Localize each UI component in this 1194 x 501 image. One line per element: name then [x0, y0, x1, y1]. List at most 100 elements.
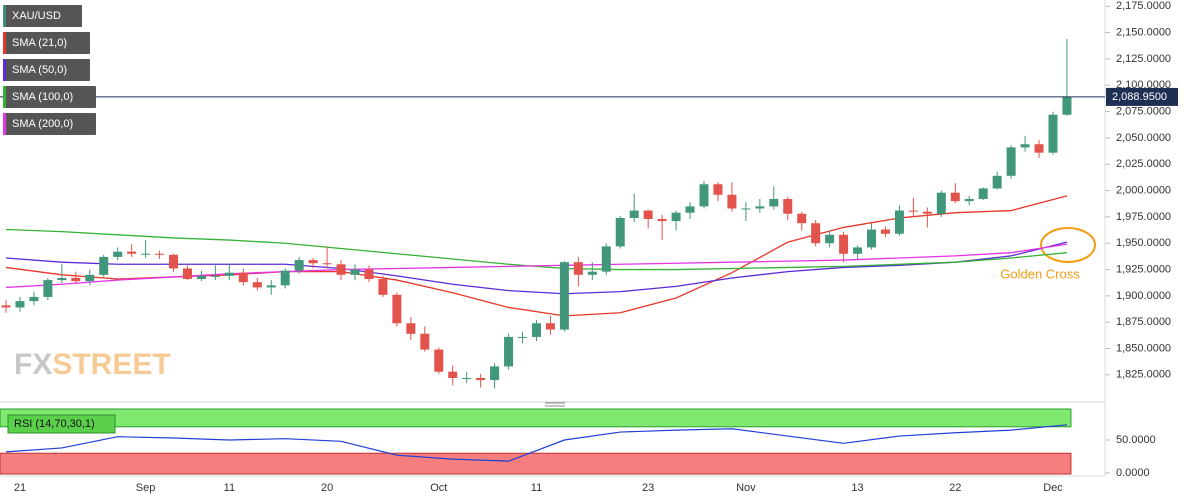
candle-body [127, 251, 137, 254]
watermark: FX STREET [14, 348, 171, 381]
legend-entry: SMA (50,0) [3, 59, 90, 81]
candle-body [420, 333, 430, 350]
legend-label: SMA (100,0) [12, 91, 73, 103]
legend-swatch [3, 86, 6, 108]
candle-body [238, 272, 248, 283]
candle-body [71, 277, 81, 282]
y-tick-label: 1,975.0000 [1116, 211, 1171, 223]
y-tick-label: 1,825.0000 [1116, 369, 1171, 381]
candle-body [462, 377, 472, 379]
x-tick-label: 13 [851, 482, 863, 494]
legend-box [3, 86, 96, 108]
legend-swatch [3, 113, 6, 135]
candle-body [671, 212, 681, 222]
candle-body [1034, 144, 1044, 153]
candle-body [85, 274, 95, 282]
annotation-ellipse [1040, 227, 1096, 263]
rsi-y-tick-label: 50.0000 [1116, 434, 1156, 446]
candle-body [1006, 147, 1016, 176]
candle-body [169, 254, 179, 269]
x-tick-label: Sep [136, 482, 156, 494]
legend-box [3, 32, 90, 54]
y-tick-label: 1,900.0000 [1116, 290, 1171, 302]
watermark-prefix: FX [14, 348, 52, 381]
candle-body [15, 301, 25, 308]
last-price-label: 2,088.9500 [1112, 91, 1167, 103]
watermark-suffix: STREET [52, 348, 170, 381]
legend-label: SMA (200,0) [12, 118, 73, 130]
candle-body [504, 336, 514, 367]
y-tick-label: 2,075.0000 [1116, 106, 1171, 118]
candle-body [29, 296, 39, 302]
candle-body [992, 175, 1002, 189]
candle-body [210, 275, 220, 277]
y-tick-label: 1,850.0000 [1116, 342, 1171, 354]
y-tick-label: 1,950.0000 [1116, 237, 1171, 249]
legend-entry: XAU/USD [3, 5, 82, 27]
candle-body [1, 305, 11, 308]
candle-body [308, 260, 318, 264]
candle-body [853, 247, 863, 254]
candle-body [978, 188, 988, 199]
y-tick-label: 2,150.0000 [1116, 27, 1171, 39]
y-tick-label: 1,925.0000 [1116, 263, 1171, 275]
candle-body [880, 229, 890, 234]
x-tick-label: 11 [224, 482, 235, 494]
candle-body [783, 199, 793, 214]
candle-body [587, 271, 597, 275]
candle-body [224, 272, 234, 276]
candle-body [406, 323, 416, 334]
overbought-zone [0, 408, 1072, 428]
candle-body [839, 234, 849, 254]
legend-swatch [3, 59, 6, 81]
candle-body [155, 253, 165, 255]
candle-body [629, 210, 639, 218]
candle-body [545, 323, 555, 330]
y-tick-label: 2,050.0000 [1116, 132, 1171, 144]
candle-body [964, 199, 974, 202]
y-tick-label: 2,125.0000 [1116, 53, 1171, 65]
legend-entry: SMA (21,0) [3, 32, 90, 54]
candle-body [518, 336, 528, 338]
annotation: Golden Cross [1000, 266, 1080, 281]
x-tick-label: 11 [531, 482, 542, 494]
legend-box [3, 113, 96, 135]
legend-label: SMA (21,0) [12, 37, 67, 49]
sma-line [5, 241, 1068, 295]
legend-swatch [3, 32, 6, 54]
candle-body [908, 210, 918, 212]
candle-body [867, 229, 877, 248]
candle-body [741, 208, 751, 210]
candle-body [950, 192, 960, 202]
legend-entry: SMA (100,0) [3, 86, 96, 108]
candle-body [182, 268, 192, 280]
legend-box [3, 59, 90, 81]
rsi-y-tick-label: 0.0000 [1116, 467, 1150, 479]
candle-body [266, 285, 276, 288]
candle-body [141, 253, 151, 255]
candle-body [392, 294, 402, 324]
oversold-zone [0, 452, 1072, 475]
legend-box [3, 5, 82, 27]
sma-line [5, 243, 1068, 289]
candle-body [657, 219, 667, 222]
candle-body [434, 349, 444, 372]
x-tick-label: Nov [736, 482, 756, 494]
y-tick-label: 2,175.0000 [1116, 0, 1171, 12]
candle-body [1048, 114, 1058, 153]
candle-body [615, 217, 625, 247]
candle-body [448, 371, 458, 378]
x-tick-label: 21 [14, 482, 26, 494]
candle-body [573, 262, 583, 275]
candle-body [699, 184, 709, 207]
legend-swatch [3, 5, 6, 27]
candle-body [755, 206, 765, 209]
candle-body [643, 210, 653, 220]
candle-body [1020, 144, 1030, 148]
y-tick-label: 1,875.0000 [1116, 316, 1171, 328]
legend-label: SMA (50,0) [12, 64, 67, 76]
candle-body [936, 192, 946, 214]
candle-body [113, 251, 123, 257]
candle-body [825, 234, 835, 244]
